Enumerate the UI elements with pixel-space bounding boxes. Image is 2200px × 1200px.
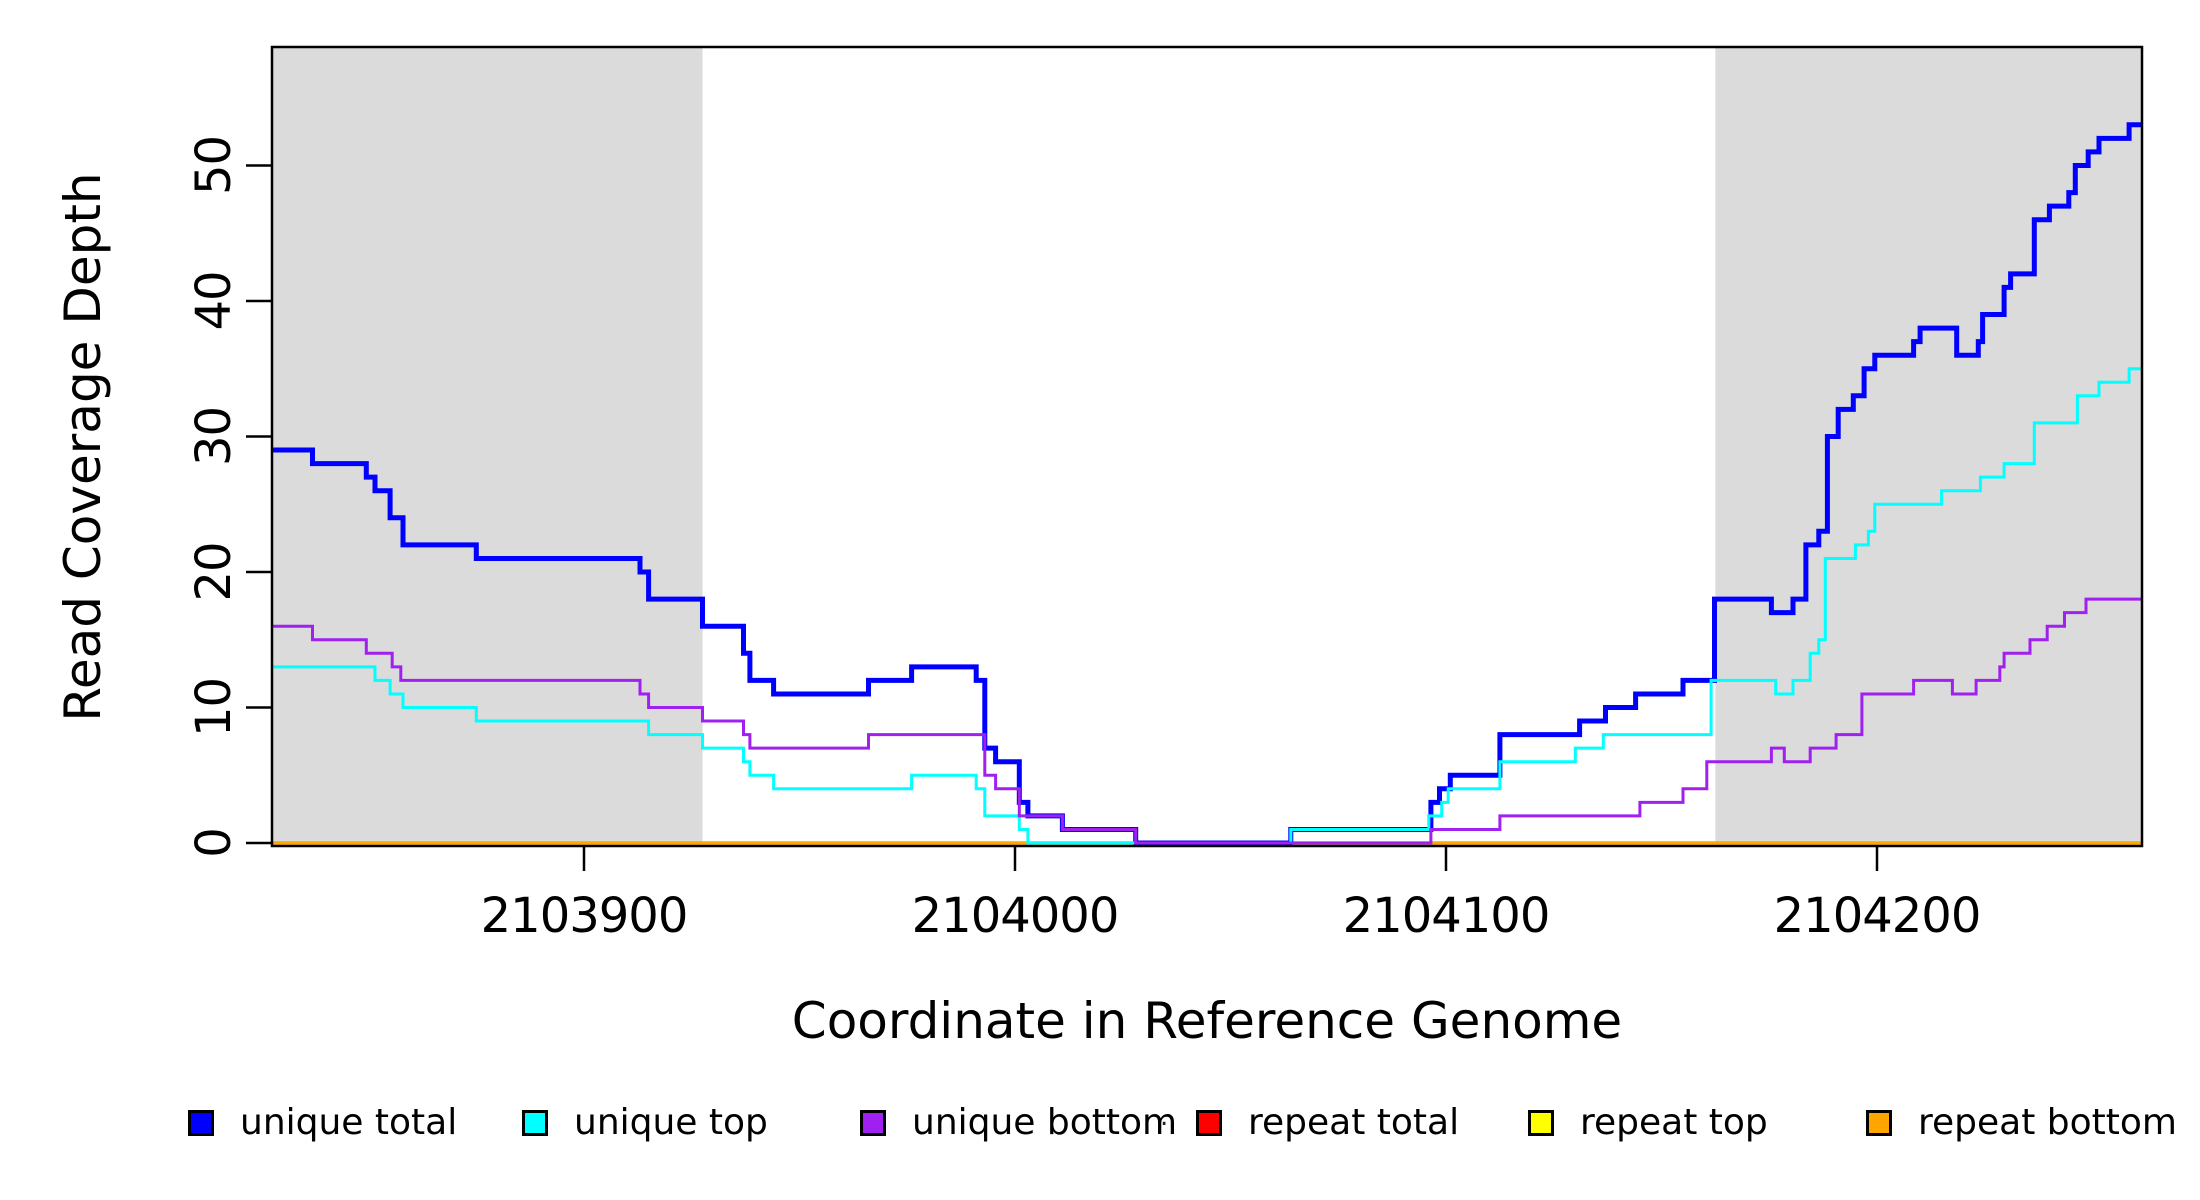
y-tick-label: 20 — [186, 542, 242, 601]
y-tick-label: 0 — [186, 828, 242, 858]
series-lines — [272, 122, 2143, 846]
y-axis-title: Read Coverage Depth — [54, 172, 112, 721]
x-tick-label: 2103900 — [481, 888, 688, 944]
x-tick-label: 2104200 — [1774, 888, 1981, 944]
axis-ticks: 2103900 2104000 2104100 2104200 0 10 20 30 40 50 — [186, 136, 1981, 944]
y-tick-label: 50 — [186, 136, 242, 195]
shaded-region-0 — [271, 48, 703, 844]
stray-dot: . — [1160, 1102, 1169, 1132]
shaded-regions — [271, 48, 2143, 844]
x-axis-title: Coordinate in Reference Genome — [792, 992, 1622, 1050]
y-tick-label: 10 — [186, 678, 242, 737]
y-tick-label: 30 — [186, 407, 242, 466]
series-unique-bottom — [272, 597, 2143, 845]
plot-border — [270, 45, 2144, 848]
series-unique-total — [272, 122, 2143, 846]
series-unique-top — [272, 367, 2143, 845]
x-tick-label: 2104100 — [1343, 888, 1550, 944]
x-tick-label: 2104000 — [912, 888, 1119, 944]
shaded-region-1 — [1715, 48, 2143, 844]
y-tick-label: 40 — [186, 271, 242, 330]
